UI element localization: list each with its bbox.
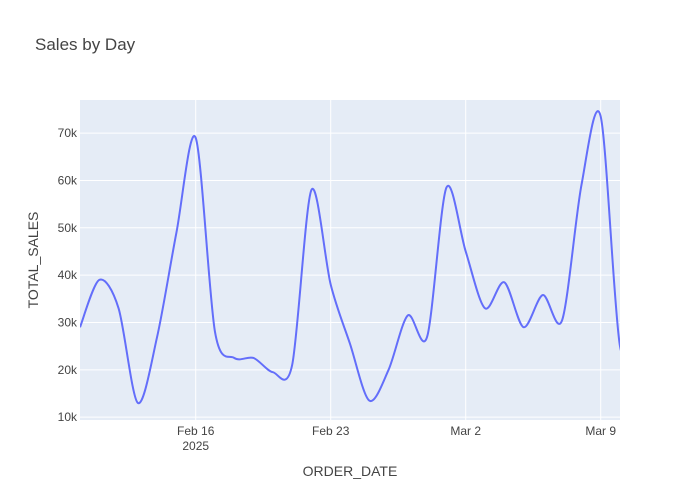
x-tick-label: Mar 9 — [585, 424, 616, 438]
y-tick-label: 10k — [58, 410, 78, 424]
data-point — [155, 335, 159, 339]
y-tick-label: 30k — [58, 315, 78, 329]
data-point — [174, 231, 178, 235]
data-point — [213, 330, 217, 334]
data-point — [502, 280, 506, 284]
data-point — [599, 115, 603, 119]
y-tick-label: 60k — [58, 173, 78, 187]
data-point — [464, 249, 468, 253]
y-axis-title: TOTAL_SALES — [25, 212, 41, 309]
data-point — [541, 293, 545, 297]
data-point — [97, 278, 101, 282]
data-point — [117, 306, 121, 310]
data-point — [329, 283, 333, 287]
data-point — [522, 325, 526, 329]
x-tick-label: Mar 2 — [450, 424, 481, 438]
data-point — [136, 401, 140, 405]
data-point — [290, 363, 294, 367]
x-axis-title: ORDER_DATE — [303, 463, 398, 479]
data-point — [309, 188, 313, 192]
gridlines — [80, 100, 620, 420]
data-point — [78, 325, 82, 329]
data-point — [483, 306, 487, 310]
data-point — [406, 313, 410, 317]
y-tick-label: 70k — [58, 126, 78, 140]
series-line — [78, 110, 622, 405]
y-tick-label: 20k — [58, 363, 78, 377]
y-tick-label: 40k — [58, 268, 78, 282]
data-point — [579, 183, 583, 187]
data-point — [425, 335, 429, 339]
data-point — [560, 318, 564, 322]
data-point — [618, 344, 622, 348]
data-point — [348, 342, 352, 346]
x-tick-sublabel: 2025 — [182, 439, 209, 453]
data-point — [387, 368, 391, 372]
data-point — [232, 356, 236, 360]
chart-title: Sales by Day — [35, 35, 136, 54]
data-point — [367, 399, 371, 403]
series-line-path — [80, 110, 620, 404]
y-axis-ticks: 10k 20k 30k 40k 50k 60k 70k — [58, 126, 78, 424]
data-point — [252, 356, 256, 360]
data-point — [271, 370, 275, 374]
y-tick-label: 50k — [58, 221, 78, 235]
data-point — [444, 186, 448, 190]
x-tick-label: Feb 23 — [312, 424, 350, 438]
x-tick-label: Feb 16 — [177, 424, 215, 438]
data-point — [194, 136, 198, 140]
plot-area — [80, 100, 620, 420]
